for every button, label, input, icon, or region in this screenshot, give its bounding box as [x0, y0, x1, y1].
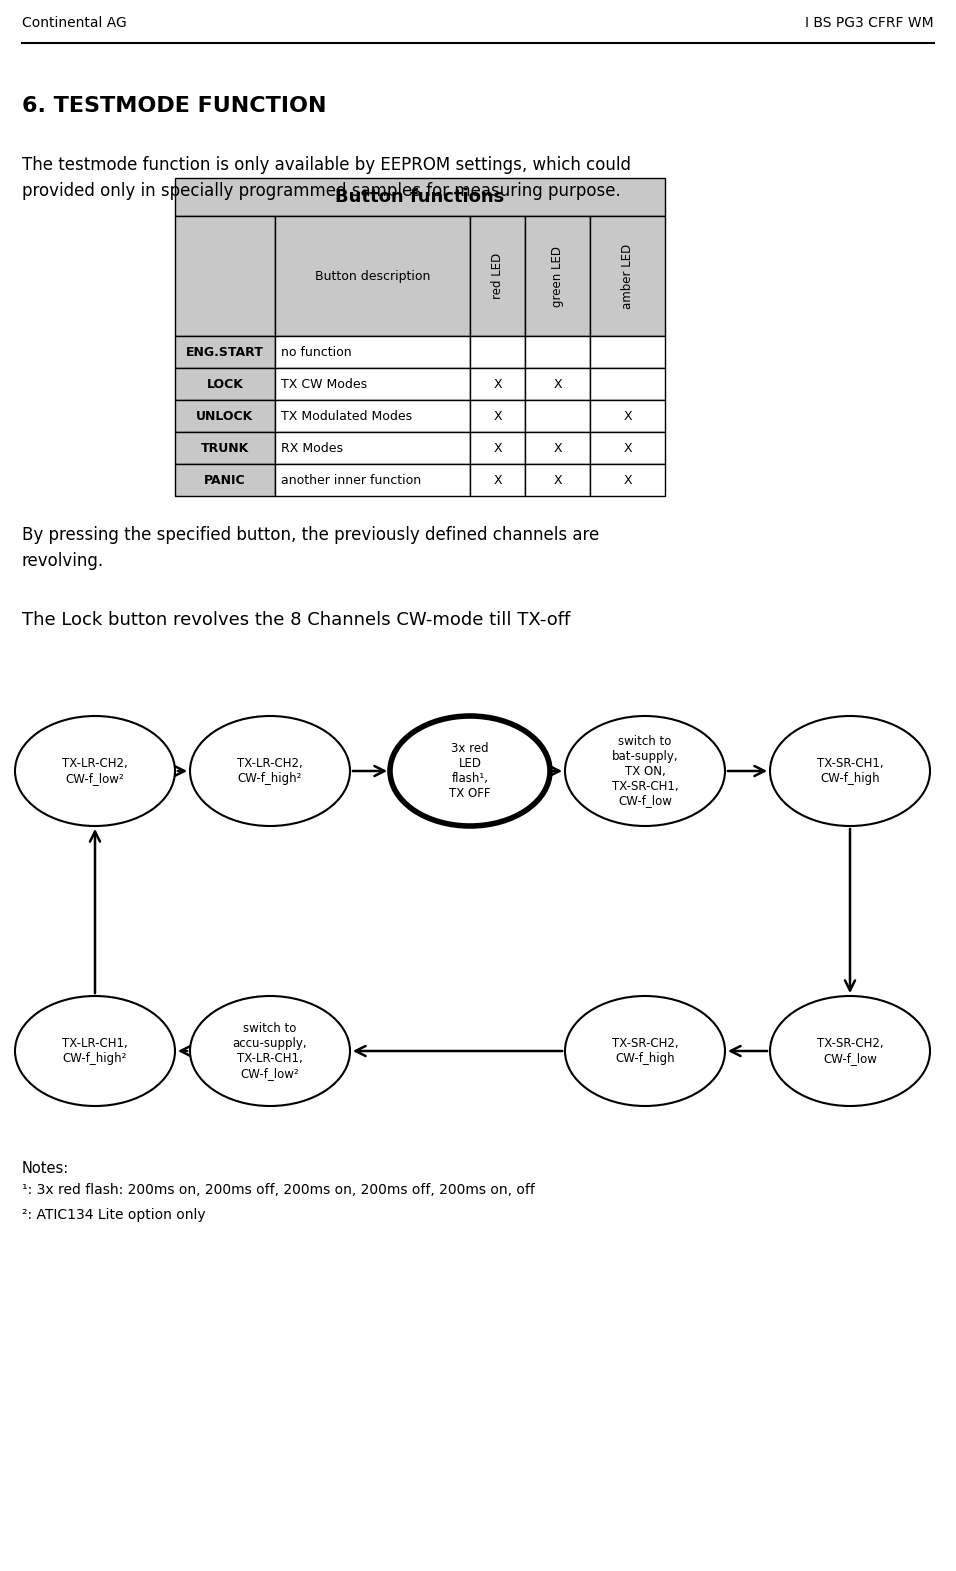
Ellipse shape [565, 996, 725, 1106]
Text: X: X [554, 473, 562, 487]
Text: X: X [554, 377, 562, 391]
Text: X: X [493, 377, 502, 391]
Ellipse shape [770, 996, 930, 1106]
Text: LOCK: LOCK [206, 377, 244, 391]
Text: switch to
bat-supply,
TX ON,
TX-SR-CH1,
CW-f_low: switch to bat-supply, TX ON, TX-SR-CH1, … [612, 735, 679, 807]
Bar [470, 432, 525, 463]
Bar [525, 463, 590, 496]
Bar [175, 432, 275, 463]
Text: X: X [623, 473, 632, 487]
Bar [470, 215, 525, 336]
Ellipse shape [190, 996, 350, 1106]
Ellipse shape [15, 716, 175, 826]
Bar [175, 215, 275, 336]
Ellipse shape [770, 716, 930, 826]
Text: ENG.START: ENG.START [186, 346, 264, 358]
Bar [590, 336, 665, 368]
Text: PANIC: PANIC [205, 473, 246, 487]
Ellipse shape [390, 716, 550, 826]
Bar [470, 401, 525, 432]
Bar [175, 178, 665, 215]
Bar [175, 336, 275, 368]
Text: X: X [623, 410, 632, 423]
Bar [470, 336, 525, 368]
Text: TX-SR-CH1,
CW-f_high: TX-SR-CH1, CW-f_high [816, 757, 883, 786]
Text: ¹: 3x red flash: 200ms on, 200ms off, 200ms on, 200ms off, 200ms on, off: ¹: 3x red flash: 200ms on, 200ms off, 20… [22, 1183, 534, 1197]
Text: switch to
accu-supply,
TX-LR-CH1,
CW-f_low²: switch to accu-supply, TX-LR-CH1, CW-f_l… [232, 1023, 307, 1079]
Bar [275, 463, 470, 496]
Text: 3x red
LED
flash¹,
TX OFF: 3x red LED flash¹, TX OFF [449, 742, 490, 800]
Bar [275, 401, 470, 432]
Text: UNLOCK: UNLOCK [196, 410, 253, 423]
Text: By pressing the specified button, the previously defined channels are
revolving.: By pressing the specified button, the pr… [22, 526, 599, 570]
Text: no function: no function [281, 346, 352, 358]
Text: TX-LR-CH1,
CW-f_high²: TX-LR-CH1, CW-f_high² [62, 1037, 128, 1065]
Text: Button description: Button description [315, 270, 430, 283]
Text: another inner function: another inner function [281, 473, 422, 487]
Text: green LED: green LED [551, 245, 564, 306]
Text: Notes:: Notes: [22, 1161, 69, 1177]
Text: TX-SR-CH2,
CW-f_high: TX-SR-CH2, CW-f_high [612, 1037, 679, 1065]
Bar [525, 336, 590, 368]
Text: I BS PG3 CFRF WM: I BS PG3 CFRF WM [805, 16, 934, 30]
Text: TX Modulated Modes: TX Modulated Modes [281, 410, 412, 423]
Text: X: X [493, 410, 502, 423]
Text: ²: ATIC134 Lite option only: ²: ATIC134 Lite option only [22, 1208, 206, 1222]
Bar [275, 336, 470, 368]
Bar [590, 401, 665, 432]
Bar [470, 463, 525, 496]
Bar [470, 368, 525, 401]
Bar [525, 215, 590, 336]
Bar [175, 463, 275, 496]
Bar [275, 368, 470, 401]
Bar [275, 215, 470, 336]
Bar [175, 401, 275, 432]
Text: TRUNK: TRUNK [201, 441, 250, 454]
Bar [590, 368, 665, 401]
Text: TX-LR-CH2,
CW-f_low²: TX-LR-CH2, CW-f_low² [62, 757, 128, 786]
Text: X: X [493, 441, 502, 454]
Text: The Lock button revolves the 8 Channels CW-mode till TX-off: The Lock button revolves the 8 Channels … [22, 611, 570, 628]
Bar [590, 463, 665, 496]
Bar [525, 401, 590, 432]
Text: 6. TESTMODE FUNCTION: 6. TESTMODE FUNCTION [22, 96, 327, 116]
Text: amber LED: amber LED [621, 244, 634, 308]
Bar [590, 432, 665, 463]
Text: TX CW Modes: TX CW Modes [281, 377, 367, 391]
Ellipse shape [565, 716, 725, 826]
Text: TX-LR-CH2,
CW-f_high²: TX-LR-CH2, CW-f_high² [237, 757, 303, 786]
Text: The testmode function is only available by EEPROM settings, which could
provided: The testmode function is only available … [22, 156, 631, 201]
Ellipse shape [190, 716, 350, 826]
Text: TX-SR-CH2,
CW-f_low: TX-SR-CH2, CW-f_low [816, 1037, 883, 1065]
Bar [275, 432, 470, 463]
Text: Continental AG: Continental AG [22, 16, 127, 30]
Text: Button functions: Button functions [336, 189, 505, 206]
Bar [590, 215, 665, 336]
Bar [525, 368, 590, 401]
Text: X: X [493, 473, 502, 487]
Ellipse shape [15, 996, 175, 1106]
Text: X: X [554, 441, 562, 454]
Text: RX Modes: RX Modes [281, 441, 343, 454]
Bar [525, 432, 590, 463]
Text: X: X [623, 441, 632, 454]
Bar [175, 368, 275, 401]
Text: red LED: red LED [491, 253, 504, 298]
